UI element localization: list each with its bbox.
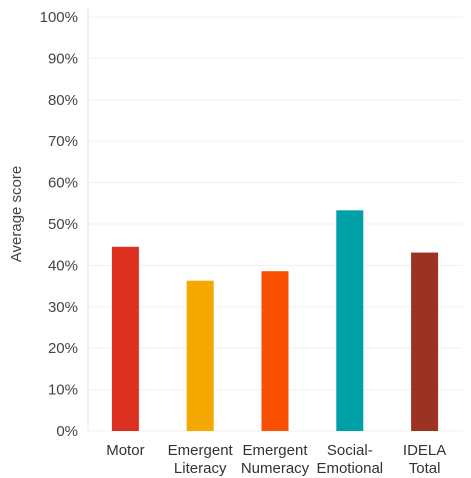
x-tick-label: Emergent Literacy xyxy=(168,442,234,477)
x-tick-label: Emergent Numeracy xyxy=(241,442,310,477)
y-tick-label: 0% xyxy=(56,423,78,440)
y-tick-label: 90% xyxy=(48,50,78,67)
y-tick-label: 60% xyxy=(48,175,78,192)
y-tick-label: 40% xyxy=(48,257,78,274)
y-tick-label: 50% xyxy=(48,216,78,233)
bar xyxy=(111,246,139,431)
y-axis-title: Average score xyxy=(8,166,25,262)
y-tick-label: 30% xyxy=(48,299,78,316)
bars xyxy=(111,210,439,431)
y-tick-label: 10% xyxy=(48,382,78,399)
bar xyxy=(186,280,214,431)
bar xyxy=(336,210,364,431)
x-tick-label: Social-Emotional xyxy=(316,442,383,477)
y-tick-label: 80% xyxy=(48,92,78,109)
x-tick-label: IDELA Total xyxy=(403,442,446,477)
bar xyxy=(261,271,289,431)
y-tick-label: 70% xyxy=(48,133,78,150)
y-axis-ticks: 0% 10% 20% 30% 40% 50% 60% 70% 80% 90% 100% xyxy=(40,9,78,440)
x-tick-label: Motor xyxy=(106,442,144,459)
gridlines xyxy=(88,16,462,432)
y-tick-label: 20% xyxy=(48,340,78,357)
bar xyxy=(411,252,439,431)
y-tick-label: 100% xyxy=(40,9,78,26)
